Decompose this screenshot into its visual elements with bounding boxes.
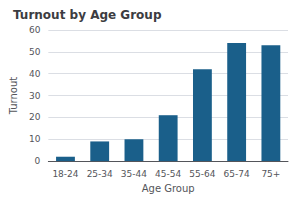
svg-text:60: 60 bbox=[29, 25, 41, 35]
svg-text:35-44: 35-44 bbox=[121, 169, 147, 179]
svg-text:Turnout: Turnout bbox=[8, 77, 19, 116]
svg-text:30: 30 bbox=[29, 91, 41, 101]
svg-text:0: 0 bbox=[35, 156, 41, 166]
svg-text:55-64: 55-64 bbox=[189, 169, 215, 179]
svg-text:65-74: 65-74 bbox=[224, 169, 250, 179]
svg-text:20: 20 bbox=[29, 112, 41, 122]
svg-text:Turnout by Age Group: Turnout by Age Group bbox=[13, 8, 162, 22]
svg-text:Age Group: Age Group bbox=[142, 183, 195, 194]
svg-text:25-34: 25-34 bbox=[87, 169, 113, 179]
svg-text:50: 50 bbox=[29, 47, 41, 57]
svg-text:75+: 75+ bbox=[261, 169, 280, 179]
svg-text:18-24: 18-24 bbox=[52, 169, 78, 179]
svg-text:45-54: 45-54 bbox=[155, 169, 181, 179]
svg-text:10: 10 bbox=[29, 134, 41, 144]
svg-text:40: 40 bbox=[29, 69, 41, 79]
